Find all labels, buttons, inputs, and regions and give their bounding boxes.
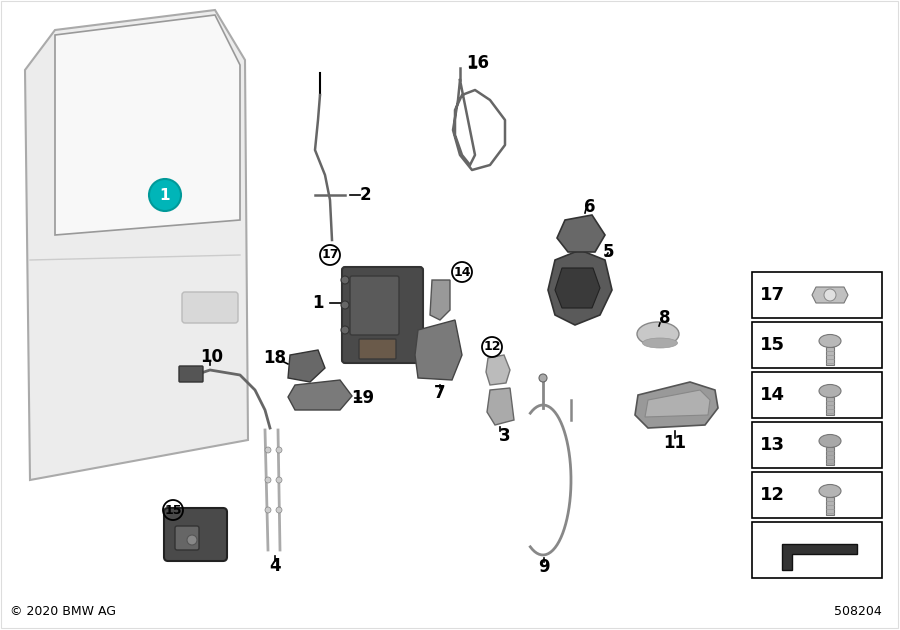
FancyBboxPatch shape — [752, 422, 882, 468]
Text: 17: 17 — [321, 248, 338, 261]
Polygon shape — [25, 10, 248, 480]
Text: 12: 12 — [483, 340, 500, 353]
Ellipse shape — [643, 338, 678, 348]
Circle shape — [276, 477, 282, 483]
Text: 14: 14 — [760, 386, 785, 404]
Text: 6: 6 — [584, 198, 596, 216]
Text: 508204: 508204 — [834, 605, 882, 618]
Circle shape — [265, 507, 271, 513]
Polygon shape — [555, 268, 600, 308]
Ellipse shape — [819, 335, 841, 348]
Ellipse shape — [637, 322, 679, 346]
FancyBboxPatch shape — [752, 472, 882, 518]
Ellipse shape — [819, 435, 841, 447]
Polygon shape — [557, 215, 605, 252]
Circle shape — [539, 374, 547, 382]
FancyBboxPatch shape — [752, 372, 882, 418]
Circle shape — [265, 477, 271, 483]
Text: 12: 12 — [760, 486, 785, 504]
Text: 3: 3 — [500, 427, 511, 445]
Text: 4: 4 — [269, 557, 281, 575]
FancyBboxPatch shape — [175, 526, 199, 550]
Text: 1: 1 — [160, 188, 170, 202]
Circle shape — [341, 301, 349, 309]
Polygon shape — [548, 250, 612, 325]
FancyBboxPatch shape — [179, 366, 203, 382]
Bar — [826, 397, 834, 415]
Circle shape — [187, 535, 197, 545]
Polygon shape — [812, 287, 848, 303]
Polygon shape — [415, 320, 462, 380]
Polygon shape — [288, 380, 352, 410]
Text: 7: 7 — [434, 384, 446, 402]
Polygon shape — [55, 15, 240, 235]
FancyBboxPatch shape — [752, 522, 882, 578]
Polygon shape — [486, 355, 510, 385]
Polygon shape — [782, 544, 857, 570]
FancyBboxPatch shape — [752, 322, 882, 368]
Circle shape — [341, 276, 349, 284]
Circle shape — [265, 447, 271, 453]
Text: 13: 13 — [760, 436, 785, 454]
Ellipse shape — [819, 484, 841, 498]
FancyBboxPatch shape — [752, 272, 882, 318]
Polygon shape — [645, 390, 710, 417]
Text: 17: 17 — [760, 286, 785, 304]
Text: 9: 9 — [538, 558, 550, 576]
Circle shape — [341, 326, 349, 334]
Text: 16: 16 — [466, 54, 490, 72]
Text: 8: 8 — [659, 309, 670, 327]
Text: 5: 5 — [602, 243, 614, 261]
Text: 11: 11 — [663, 434, 687, 452]
Ellipse shape — [819, 384, 841, 398]
Text: © 2020 BMW AG: © 2020 BMW AG — [10, 605, 116, 618]
Circle shape — [149, 179, 181, 211]
Text: 1: 1 — [312, 294, 324, 312]
Polygon shape — [635, 382, 718, 428]
Polygon shape — [288, 350, 325, 382]
Bar — [826, 497, 834, 515]
Text: 18: 18 — [264, 349, 286, 367]
Text: 15: 15 — [164, 503, 182, 517]
Text: 14: 14 — [454, 265, 471, 278]
Bar — [826, 447, 834, 465]
Circle shape — [824, 289, 836, 301]
FancyBboxPatch shape — [350, 276, 399, 335]
Polygon shape — [487, 388, 514, 425]
Circle shape — [276, 507, 282, 513]
Text: 10: 10 — [201, 348, 223, 366]
FancyBboxPatch shape — [342, 267, 423, 363]
Bar — [826, 347, 834, 365]
Circle shape — [276, 447, 282, 453]
FancyBboxPatch shape — [359, 339, 396, 359]
Polygon shape — [430, 280, 450, 320]
Text: 2: 2 — [359, 186, 371, 204]
FancyBboxPatch shape — [164, 508, 227, 561]
Text: 19: 19 — [351, 389, 374, 407]
FancyBboxPatch shape — [182, 292, 238, 323]
Text: 15: 15 — [760, 336, 785, 354]
